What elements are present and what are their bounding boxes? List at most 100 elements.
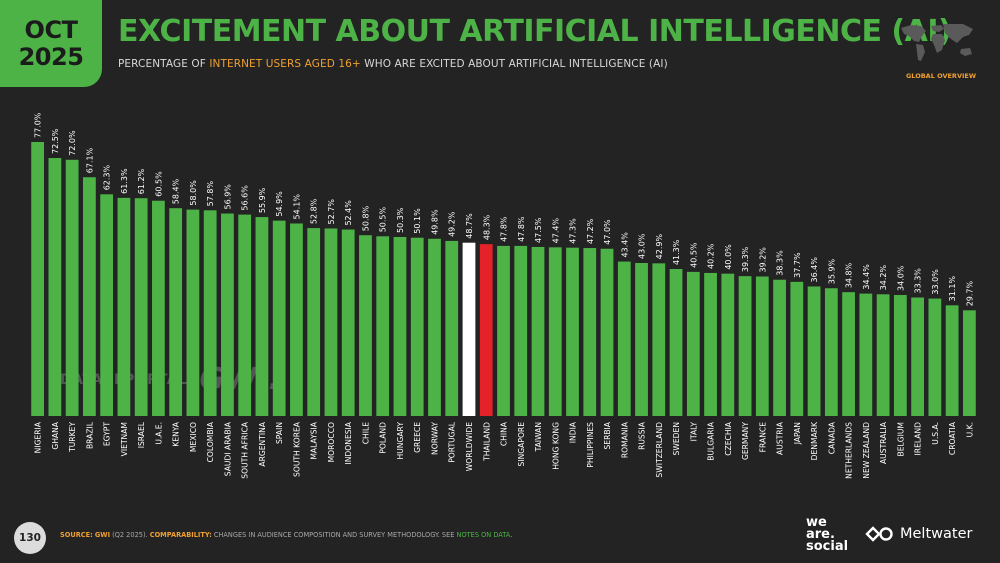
- meltwater-logo: Meltwater: [865, 526, 972, 542]
- bar-ghana: [48, 158, 62, 416]
- bar-china: [497, 245, 510, 416]
- value-label: 54.1%: [292, 194, 301, 220]
- bar-australia: [876, 294, 890, 416]
- category-label: KENYA: [172, 421, 181, 447]
- category-label: NEW ZEALAND: [862, 422, 871, 479]
- overview-label: GLOBAL OVERVIEW: [905, 72, 976, 80]
- date-badge: OCT 2025: [0, 0, 102, 87]
- bar-serbia: [600, 248, 614, 416]
- category-label: JAPAN: [793, 422, 802, 445]
- category-label: GHANA: [51, 421, 60, 449]
- value-label: 72.5%: [51, 128, 60, 154]
- category-label: VIETNAM: [120, 422, 129, 456]
- category-label: HUNGARY: [396, 422, 405, 460]
- world-map-icon: [901, 24, 973, 61]
- value-label: 39.2%: [758, 247, 767, 273]
- value-label: 47.8%: [500, 216, 509, 242]
- category-label: BELGIUM: [896, 422, 905, 456]
- value-label: 48.3%: [482, 214, 491, 240]
- category-label: SWITZERLAND: [655, 422, 664, 478]
- value-label: 58.0%: [189, 180, 198, 206]
- bar-nigeria: [31, 142, 45, 416]
- value-label: 48.7%: [465, 213, 474, 239]
- value-label: 47.0%: [603, 219, 612, 245]
- value-label: 34.2%: [879, 264, 888, 290]
- value-label: 50.8%: [361, 205, 370, 231]
- category-label: TAIWAN: [534, 422, 543, 452]
- category-label: COLOMBIA: [206, 421, 215, 462]
- value-label: 37.7%: [793, 252, 802, 278]
- category-label: BRAZIL: [85, 421, 94, 449]
- bar-u-a-e: [152, 200, 165, 416]
- bar-brazil: [83, 177, 96, 416]
- notes-on-data-link[interactable]: NOTES ON DATA: [456, 531, 511, 539]
- source-key: SOURCE:: [60, 531, 93, 539]
- category-label: PHILIPPINES: [586, 422, 595, 468]
- bar-hungary: [393, 237, 407, 416]
- subtitle-pre: PERCENTAGE OF: [118, 58, 210, 70]
- category-label: U.K.: [965, 422, 974, 437]
- category-label: AUSTRALIA: [879, 421, 888, 464]
- category-label: GREECE: [413, 422, 422, 453]
- value-label: 57.8%: [206, 181, 215, 207]
- value-label: 61.2%: [137, 168, 146, 194]
- value-label: 47.2%: [586, 218, 595, 244]
- value-label: 47.4%: [551, 218, 560, 244]
- value-label: 33.3%: [914, 268, 923, 294]
- meltwater-mark-icon: [865, 526, 893, 542]
- bar-spain: [272, 220, 286, 416]
- bar-austria: [773, 279, 786, 416]
- value-label: 39.3%: [741, 246, 750, 272]
- value-label: 50.5%: [379, 206, 388, 232]
- was-logo-line3: social: [806, 539, 849, 554]
- bar-netherlands: [842, 292, 855, 416]
- category-label: PORTUGAL: [448, 421, 457, 463]
- category-label: ARGENTINA: [258, 421, 267, 466]
- category-label: NETHERLANDS: [845, 422, 854, 479]
- category-label: MALAYSIA: [310, 421, 319, 459]
- bar-norway: [428, 238, 441, 416]
- bar-croatia: [945, 305, 959, 416]
- category-label: POLAND: [379, 422, 388, 454]
- value-label: 47.3%: [569, 218, 578, 244]
- value-label: 41.3%: [672, 239, 681, 265]
- bar-south-korea: [290, 223, 303, 416]
- notes-end: .: [510, 531, 513, 539]
- value-label: 55.9%: [258, 187, 267, 213]
- value-label: 34.0%: [896, 265, 905, 291]
- value-label: 40.2%: [707, 243, 716, 269]
- category-label: SPAIN: [275, 422, 284, 444]
- value-label: 42.9%: [655, 234, 664, 260]
- category-label: U.A.E.: [154, 422, 163, 445]
- bar-greece: [410, 237, 424, 416]
- category-label: SOUTH KOREA: [292, 421, 301, 477]
- bar-germany: [738, 276, 752, 416]
- bar-morocco: [324, 228, 338, 416]
- category-label: CHINA: [500, 421, 509, 446]
- value-label: 47.5%: [534, 217, 543, 243]
- bar-poland: [376, 236, 390, 416]
- bar-indonesia: [341, 229, 355, 416]
- bar-portugal: [445, 240, 459, 416]
- bar-malaysia: [307, 228, 321, 416]
- value-label: 54.9%: [275, 191, 284, 217]
- bar-italy: [686, 271, 700, 416]
- value-label: 52.8%: [310, 198, 319, 224]
- comparability-key: COMPARABILITY:: [149, 531, 212, 539]
- bar-russia: [635, 262, 648, 416]
- category-label: SINGAPORE: [517, 422, 526, 467]
- value-label: 60.5%: [154, 171, 163, 197]
- value-label: 36.4%: [810, 257, 819, 283]
- bar-u-k: [962, 310, 976, 416]
- comparability-text: CHANGES IN AUDIENCE COMPOSITION AND SURV…: [211, 531, 457, 539]
- value-label: 33.0%: [931, 269, 940, 295]
- category-label: EGYPT: [103, 422, 112, 447]
- value-label: 35.9%: [827, 258, 836, 284]
- value-label: 40.0%: [724, 244, 733, 270]
- value-label: 40.5%: [689, 242, 698, 268]
- value-label: 58.4%: [172, 178, 181, 204]
- category-label: SWEDEN: [672, 422, 681, 455]
- bar-saudi-arabia: [221, 213, 234, 416]
- category-label: RUSSIA: [638, 421, 647, 450]
- source-brand: GWI: [94, 531, 111, 539]
